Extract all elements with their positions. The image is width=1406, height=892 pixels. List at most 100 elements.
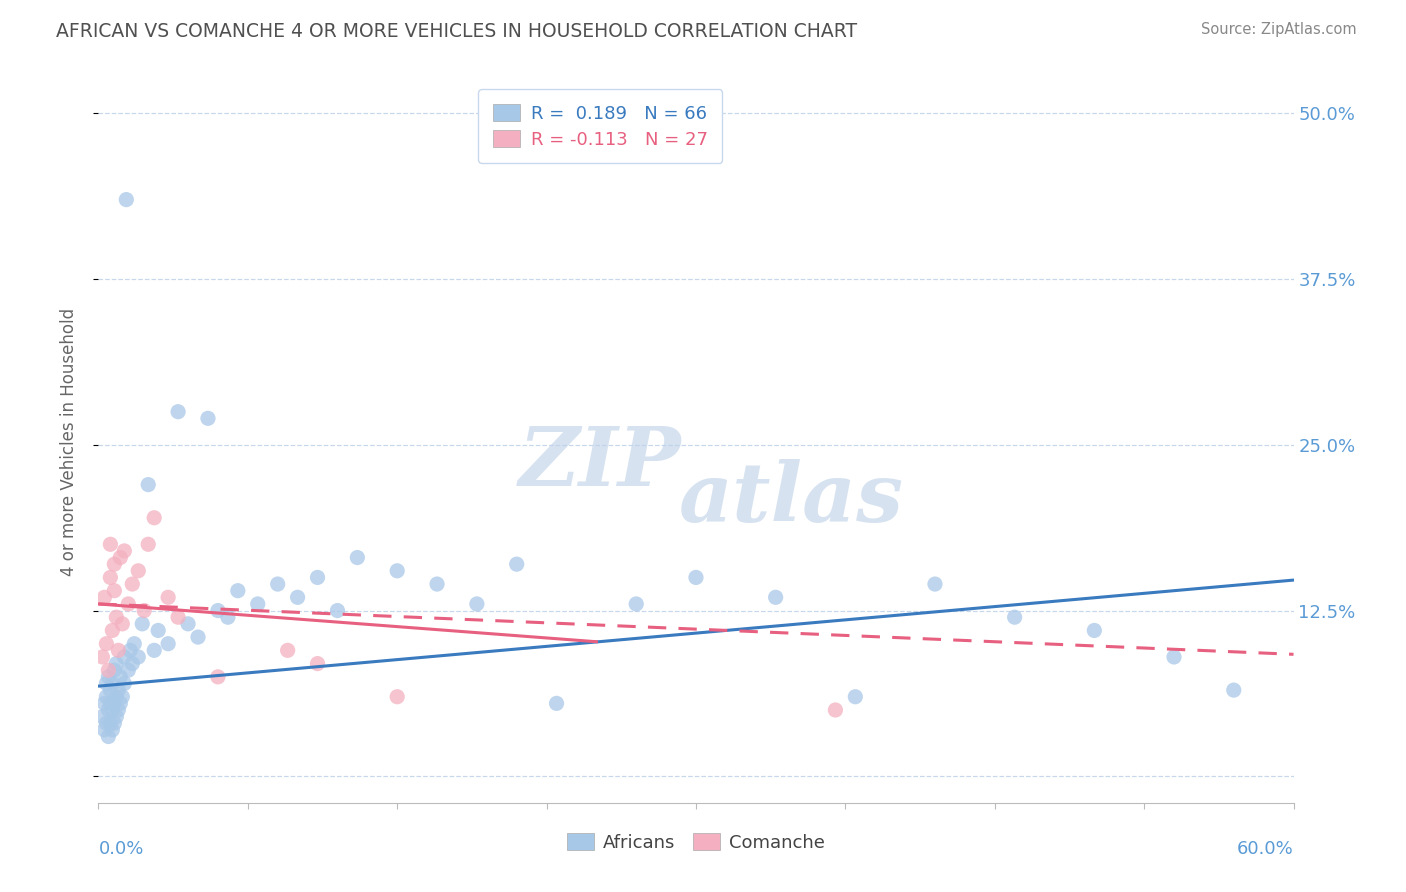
Point	[127, 564, 149, 578]
Point	[465, 597, 488, 611]
Point	[112, 650, 135, 665]
Text: atlas: atlas	[679, 459, 904, 540]
Point	[103, 697, 125, 711]
Point	[1223, 683, 1246, 698]
Point	[685, 570, 707, 584]
Point	[93, 591, 115, 605]
Point	[546, 697, 568, 711]
Point	[844, 690, 866, 704]
Point	[177, 616, 200, 631]
Point	[96, 676, 118, 690]
Point	[101, 624, 124, 638]
Point	[426, 577, 449, 591]
Point	[346, 550, 368, 565]
Point	[97, 663, 120, 677]
Point	[207, 603, 229, 617]
Point	[121, 657, 143, 671]
Point	[101, 676, 124, 690]
Legend: Africans, Comanche: Africans, Comanche	[560, 826, 832, 859]
Point	[103, 663, 125, 677]
Point	[246, 597, 269, 611]
Point	[267, 577, 290, 591]
Point	[97, 670, 120, 684]
Point	[148, 624, 170, 638]
Point	[103, 583, 125, 598]
Y-axis label: 4 or more Vehicles in Household: 4 or more Vehicles in Household	[59, 308, 77, 575]
Point	[112, 676, 135, 690]
Point	[117, 663, 139, 677]
Point	[115, 193, 138, 207]
Point	[506, 557, 529, 571]
Point	[91, 709, 114, 723]
Point	[103, 557, 125, 571]
Point	[157, 637, 180, 651]
Point	[277, 643, 299, 657]
Point	[167, 405, 190, 419]
Point	[765, 591, 787, 605]
Point	[111, 616, 134, 631]
Point	[136, 537, 159, 551]
Point	[111, 690, 134, 704]
Point	[1004, 610, 1026, 624]
Point	[97, 703, 120, 717]
Point	[385, 690, 409, 704]
Point	[131, 616, 153, 631]
Point	[105, 610, 128, 624]
Point	[105, 709, 128, 723]
Point	[197, 411, 219, 425]
Point	[287, 591, 309, 605]
Point	[157, 591, 180, 605]
Point	[167, 610, 190, 624]
Point	[107, 683, 129, 698]
Point	[98, 683, 122, 698]
Text: Source: ZipAtlas.com: Source: ZipAtlas.com	[1201, 22, 1357, 37]
Point	[136, 477, 159, 491]
Point	[121, 577, 143, 591]
Point	[110, 670, 132, 684]
Point	[110, 697, 132, 711]
Text: 0.0%: 0.0%	[98, 840, 143, 858]
Point	[96, 637, 118, 651]
Point	[124, 637, 146, 651]
Point	[98, 697, 122, 711]
Point	[207, 670, 229, 684]
Point	[112, 544, 135, 558]
Point	[103, 716, 125, 731]
Point	[117, 597, 139, 611]
Point	[110, 550, 132, 565]
Point	[97, 730, 120, 744]
Point	[134, 603, 156, 617]
Text: 60.0%: 60.0%	[1237, 840, 1294, 858]
Point	[326, 603, 349, 617]
Point	[924, 577, 946, 591]
Point	[226, 583, 249, 598]
Point	[307, 657, 329, 671]
Point	[824, 703, 846, 717]
Point	[626, 597, 648, 611]
Point	[101, 723, 124, 737]
Point	[143, 643, 166, 657]
Point	[93, 723, 115, 737]
Point	[1163, 650, 1185, 665]
Point	[98, 537, 122, 551]
Point	[187, 630, 209, 644]
Point	[93, 697, 115, 711]
Text: ZIP: ZIP	[519, 423, 682, 503]
Point	[101, 703, 124, 717]
Point	[143, 510, 166, 524]
Point	[98, 716, 122, 731]
Point	[105, 657, 128, 671]
Text: AFRICAN VS COMANCHE 4 OR MORE VEHICLES IN HOUSEHOLD CORRELATION CHART: AFRICAN VS COMANCHE 4 OR MORE VEHICLES I…	[56, 22, 858, 41]
Point	[385, 564, 409, 578]
Point	[1083, 624, 1105, 638]
Point	[98, 570, 122, 584]
Point	[127, 650, 149, 665]
Point	[105, 690, 128, 704]
Point	[107, 643, 129, 657]
Point	[107, 703, 129, 717]
Point	[96, 690, 118, 704]
Point	[91, 650, 114, 665]
Point	[217, 610, 239, 624]
Point	[120, 643, 142, 657]
Point	[307, 570, 329, 584]
